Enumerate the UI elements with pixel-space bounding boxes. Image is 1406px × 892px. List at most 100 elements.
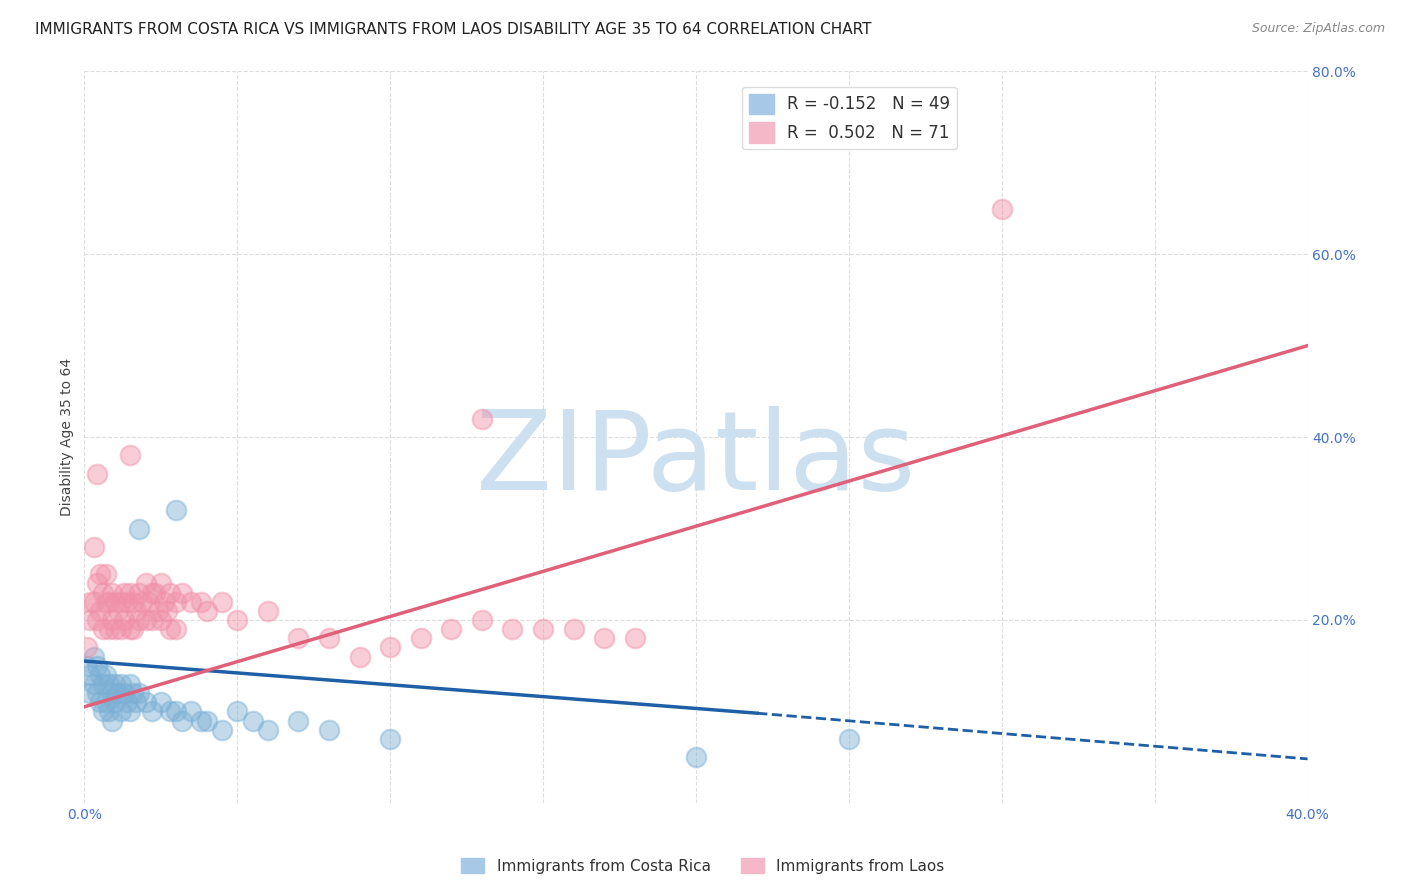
Point bbox=[91, 585, 114, 599]
Point bbox=[128, 585, 150, 599]
Point bbox=[86, 658, 108, 673]
Point bbox=[149, 695, 172, 709]
Point bbox=[128, 686, 150, 700]
Point bbox=[120, 622, 142, 636]
Point bbox=[685, 750, 707, 764]
Point bbox=[112, 613, 135, 627]
Point bbox=[138, 594, 160, 608]
Point bbox=[287, 714, 309, 728]
Point bbox=[83, 649, 105, 664]
Point bbox=[991, 202, 1014, 216]
Point bbox=[125, 604, 148, 618]
Point bbox=[94, 594, 117, 608]
Point bbox=[94, 695, 117, 709]
Point bbox=[165, 705, 187, 719]
Point bbox=[141, 585, 163, 599]
Point bbox=[135, 695, 157, 709]
Point bbox=[135, 576, 157, 591]
Point bbox=[112, 686, 135, 700]
Point bbox=[86, 613, 108, 627]
Legend: Immigrants from Costa Rica, Immigrants from Laos: Immigrants from Costa Rica, Immigrants f… bbox=[456, 852, 950, 880]
Point bbox=[562, 622, 585, 636]
Point bbox=[110, 705, 132, 719]
Point bbox=[141, 613, 163, 627]
Point bbox=[257, 604, 280, 618]
Point bbox=[76, 640, 98, 655]
Point bbox=[122, 686, 145, 700]
Point bbox=[195, 714, 218, 728]
Point bbox=[122, 622, 145, 636]
Point bbox=[211, 723, 233, 737]
Point bbox=[104, 695, 127, 709]
Point bbox=[153, 594, 176, 608]
Point bbox=[97, 622, 120, 636]
Point bbox=[471, 412, 494, 426]
Point bbox=[79, 594, 101, 608]
Point bbox=[159, 622, 181, 636]
Point bbox=[195, 604, 218, 618]
Point bbox=[115, 594, 138, 608]
Point bbox=[440, 622, 463, 636]
Point bbox=[91, 622, 114, 636]
Point bbox=[149, 576, 172, 591]
Point bbox=[318, 723, 340, 737]
Point bbox=[86, 576, 108, 591]
Point bbox=[97, 594, 120, 608]
Point bbox=[76, 658, 98, 673]
Point bbox=[531, 622, 554, 636]
Point bbox=[110, 622, 132, 636]
Text: ZIPatlas: ZIPatlas bbox=[477, 406, 915, 513]
Point bbox=[91, 677, 114, 691]
Point bbox=[115, 695, 138, 709]
Point bbox=[97, 677, 120, 691]
Point bbox=[380, 731, 402, 746]
Point bbox=[131, 594, 153, 608]
Point bbox=[89, 695, 111, 709]
Point bbox=[149, 613, 172, 627]
Point bbox=[83, 677, 105, 691]
Point bbox=[146, 604, 169, 618]
Point bbox=[125, 695, 148, 709]
Point bbox=[159, 705, 181, 719]
Point bbox=[86, 686, 108, 700]
Point bbox=[120, 448, 142, 462]
Point bbox=[107, 604, 129, 618]
Point bbox=[89, 667, 111, 681]
Point bbox=[97, 705, 120, 719]
Point bbox=[172, 585, 194, 599]
Point bbox=[141, 705, 163, 719]
Point bbox=[86, 467, 108, 481]
Point bbox=[107, 686, 129, 700]
Point bbox=[143, 585, 166, 599]
Point bbox=[128, 521, 150, 535]
Point bbox=[110, 594, 132, 608]
Point bbox=[409, 632, 432, 646]
Point bbox=[89, 604, 111, 618]
Point bbox=[318, 632, 340, 646]
Point bbox=[101, 686, 124, 700]
Point bbox=[380, 640, 402, 655]
Point bbox=[101, 613, 124, 627]
Point bbox=[838, 731, 860, 746]
Point bbox=[180, 594, 202, 608]
Point bbox=[120, 585, 142, 599]
Point bbox=[101, 585, 124, 599]
Point bbox=[94, 667, 117, 681]
Point bbox=[79, 667, 101, 681]
Point bbox=[79, 686, 101, 700]
Point bbox=[89, 567, 111, 582]
Point bbox=[172, 714, 194, 728]
Point bbox=[180, 705, 202, 719]
Point bbox=[165, 594, 187, 608]
Point bbox=[112, 585, 135, 599]
Point bbox=[91, 705, 114, 719]
Point bbox=[190, 714, 212, 728]
Point bbox=[79, 613, 101, 627]
Point bbox=[211, 594, 233, 608]
Point bbox=[226, 613, 249, 627]
Point bbox=[104, 677, 127, 691]
Text: IMMIGRANTS FROM COSTA RICA VS IMMIGRANTS FROM LAOS DISABILITY AGE 35 TO 64 CORRE: IMMIGRANTS FROM COSTA RICA VS IMMIGRANTS… bbox=[35, 22, 872, 37]
Point bbox=[83, 594, 105, 608]
Point bbox=[287, 632, 309, 646]
Point bbox=[502, 622, 524, 636]
